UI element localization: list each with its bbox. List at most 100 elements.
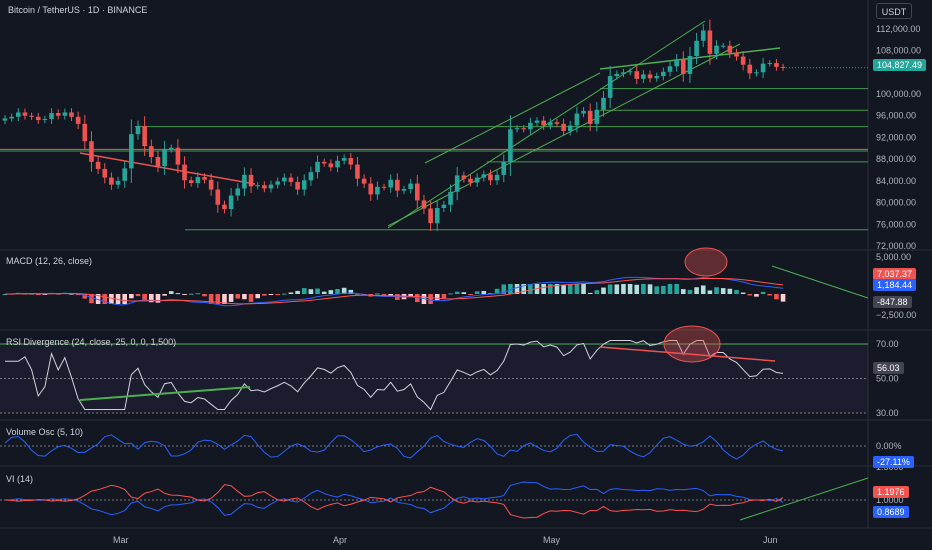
vi-minus-badge: 0.8689 — [873, 506, 909, 518]
candle-body — [720, 45, 726, 47]
candle-body — [727, 45, 733, 53]
macd-histogram-bar — [574, 284, 580, 294]
candle-body — [607, 76, 613, 98]
candle-body — [681, 59, 686, 74]
candle-body — [255, 185, 260, 187]
x-axis-label: Apr — [333, 535, 347, 545]
candle-body — [687, 56, 693, 74]
macd-histogram-bar — [667, 284, 673, 294]
candle-body — [747, 64, 753, 74]
macd-histogram-bar — [235, 294, 241, 299]
macd-histogram-bar — [188, 293, 194, 295]
candle-body — [401, 189, 407, 191]
candle-body — [740, 56, 746, 65]
x-axis-label: Jun — [763, 535, 778, 545]
candle-body — [468, 178, 473, 183]
macd-histogram-bar — [694, 287, 699, 294]
macd-histogram-bar — [454, 291, 460, 294]
macd-histogram-bar — [647, 284, 653, 294]
candle-body — [29, 115, 34, 117]
currency-selector[interactable]: USDT — [876, 3, 912, 19]
macd-histogram-bar — [434, 294, 440, 300]
rsi-divergence-circle — [663, 325, 721, 363]
candle-body — [694, 40, 699, 56]
macd-histogram-bar — [195, 293, 201, 295]
channel-upper-line — [387, 20, 706, 229]
macd-histogram-bar — [375, 293, 380, 295]
candle-body — [328, 163, 334, 168]
macd-histogram-bar — [295, 290, 300, 294]
candle-body — [49, 113, 54, 119]
price-tick-label: 96,000.00 — [876, 111, 916, 121]
volume-osc-line — [4, 433, 784, 460]
macd-histogram-bar — [581, 284, 586, 294]
candle-body — [235, 188, 241, 196]
macd-histogram-bar — [328, 290, 334, 294]
candle-body — [2, 118, 8, 121]
last-price-badge: 104,827.49 — [873, 59, 927, 71]
candle-body — [129, 134, 134, 169]
macd-histogram-bar — [627, 284, 633, 294]
candle-body — [248, 174, 254, 187]
macd-histogram-bar — [129, 294, 134, 299]
rsi-line — [5, 340, 784, 411]
candle-body — [228, 195, 234, 210]
vol-title: Volume Osc (5, 10) — [6, 427, 84, 437]
macd-histogram-bar — [587, 292, 593, 294]
candle-body — [634, 71, 640, 79]
macd-tick-label: 5,000.00 — [876, 252, 911, 262]
candle-body — [514, 128, 520, 130]
candle-body — [734, 52, 739, 57]
candle-body — [315, 161, 320, 173]
candle-body — [262, 185, 267, 189]
rsi-title: RSI Divergence (24, close, 25, 0, 0, 1,5… — [6, 337, 177, 347]
macd-line-badge: 1,184.44 — [873, 279, 917, 291]
vol-value-badge: -27.11% — [873, 456, 914, 468]
candle-body — [62, 112, 68, 116]
macd-histogram-bar — [441, 294, 447, 299]
macd-histogram-bar — [255, 294, 260, 299]
vi-tick-label: 1.0000 — [876, 495, 904, 505]
price-tick-label: 92,000.00 — [876, 132, 916, 142]
macd-histogram-bar — [168, 291, 174, 294]
candle-body — [175, 147, 181, 165]
candle-body — [155, 156, 161, 167]
candle-body — [301, 180, 307, 190]
candle-body — [700, 30, 706, 41]
macd-trendline — [771, 265, 869, 299]
macd-histogram-bar — [268, 294, 274, 295]
signal-line — [4, 277, 784, 305]
candle-body — [82, 123, 88, 142]
candle-body — [434, 208, 440, 224]
candle-body — [195, 177, 201, 184]
price-tick-label: 76,000.00 — [876, 219, 916, 229]
macd-histogram-bar — [528, 284, 533, 294]
candle-body — [707, 30, 713, 54]
macd-histogram-bar — [548, 284, 553, 294]
candle-body — [395, 179, 400, 191]
macd-histogram-bar — [381, 294, 387, 296]
candle-body — [448, 191, 453, 205]
macd-histogram-bar — [780, 294, 786, 302]
candle-body — [587, 110, 593, 124]
macd-histogram-bar — [681, 289, 686, 294]
macd-histogram-bar — [661, 286, 666, 294]
candle-body — [561, 123, 566, 131]
macd-histogram-bar — [335, 289, 340, 294]
candle-body — [89, 141, 94, 162]
candle-body — [381, 186, 387, 188]
candle-body — [341, 158, 347, 161]
macd-histogram-bar — [700, 285, 706, 294]
vi-title: VI (14) — [6, 474, 34, 484]
rsi-tick-label: 30.00 — [876, 408, 899, 418]
macd-histogram-bar — [102, 294, 108, 304]
candle-body — [95, 161, 101, 169]
macd-signal-badge: -847.88 — [873, 296, 912, 308]
macd-histogram-bar — [215, 294, 221, 304]
candle-body — [614, 73, 620, 77]
price-tick-label: 84,000.00 — [876, 176, 916, 186]
candle-body — [481, 174, 487, 178]
macd-histogram-bar — [42, 294, 48, 295]
candle-body — [754, 72, 759, 74]
candle-body — [494, 174, 500, 181]
